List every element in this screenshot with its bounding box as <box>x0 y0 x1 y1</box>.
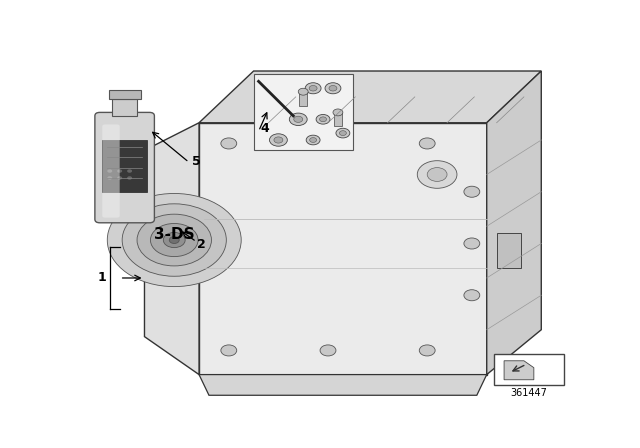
FancyBboxPatch shape <box>102 125 120 218</box>
Text: 4: 4 <box>260 122 269 135</box>
Circle shape <box>419 138 435 149</box>
Circle shape <box>316 115 330 124</box>
Circle shape <box>419 345 435 356</box>
Circle shape <box>320 345 336 356</box>
Circle shape <box>294 116 303 122</box>
Circle shape <box>464 290 480 301</box>
Bar <box>334 112 342 126</box>
Circle shape <box>289 113 307 125</box>
Circle shape <box>127 169 132 173</box>
Circle shape <box>221 345 237 356</box>
Polygon shape <box>486 71 541 375</box>
Circle shape <box>309 86 317 91</box>
Circle shape <box>310 138 317 142</box>
Circle shape <box>319 117 326 122</box>
Polygon shape <box>504 361 534 380</box>
Circle shape <box>464 238 480 249</box>
Bar <box>109 90 141 99</box>
Bar <box>300 92 307 106</box>
Text: 3-DS: 3-DS <box>154 228 195 242</box>
Circle shape <box>221 138 237 149</box>
Circle shape <box>306 135 320 145</box>
Circle shape <box>108 169 112 173</box>
Circle shape <box>269 134 287 146</box>
Circle shape <box>298 88 308 95</box>
Text: 1: 1 <box>98 271 107 284</box>
Circle shape <box>108 194 241 287</box>
Circle shape <box>137 214 211 266</box>
Circle shape <box>339 131 346 135</box>
Circle shape <box>117 169 122 173</box>
Circle shape <box>305 83 321 94</box>
Circle shape <box>336 128 350 138</box>
Circle shape <box>150 224 198 257</box>
Text: 2: 2 <box>197 238 206 251</box>
Circle shape <box>122 204 227 276</box>
Circle shape <box>329 86 337 91</box>
Bar <box>112 99 137 116</box>
Circle shape <box>464 186 480 197</box>
Circle shape <box>127 176 132 180</box>
Polygon shape <box>199 375 486 395</box>
Bar <box>253 74 353 151</box>
Circle shape <box>163 233 185 248</box>
Bar <box>497 233 522 267</box>
Bar <box>494 354 564 385</box>
Polygon shape <box>199 123 486 375</box>
Text: 361447: 361447 <box>511 388 547 398</box>
Circle shape <box>169 237 179 244</box>
Circle shape <box>320 138 336 149</box>
Polygon shape <box>199 71 541 123</box>
Circle shape <box>325 83 341 94</box>
FancyBboxPatch shape <box>95 112 154 223</box>
Circle shape <box>274 137 283 143</box>
Circle shape <box>108 176 112 180</box>
Circle shape <box>117 176 122 180</box>
Circle shape <box>417 161 457 188</box>
Circle shape <box>333 109 343 116</box>
Polygon shape <box>145 123 199 375</box>
Text: 5: 5 <box>192 155 201 168</box>
Bar <box>102 140 147 192</box>
Circle shape <box>428 168 447 181</box>
